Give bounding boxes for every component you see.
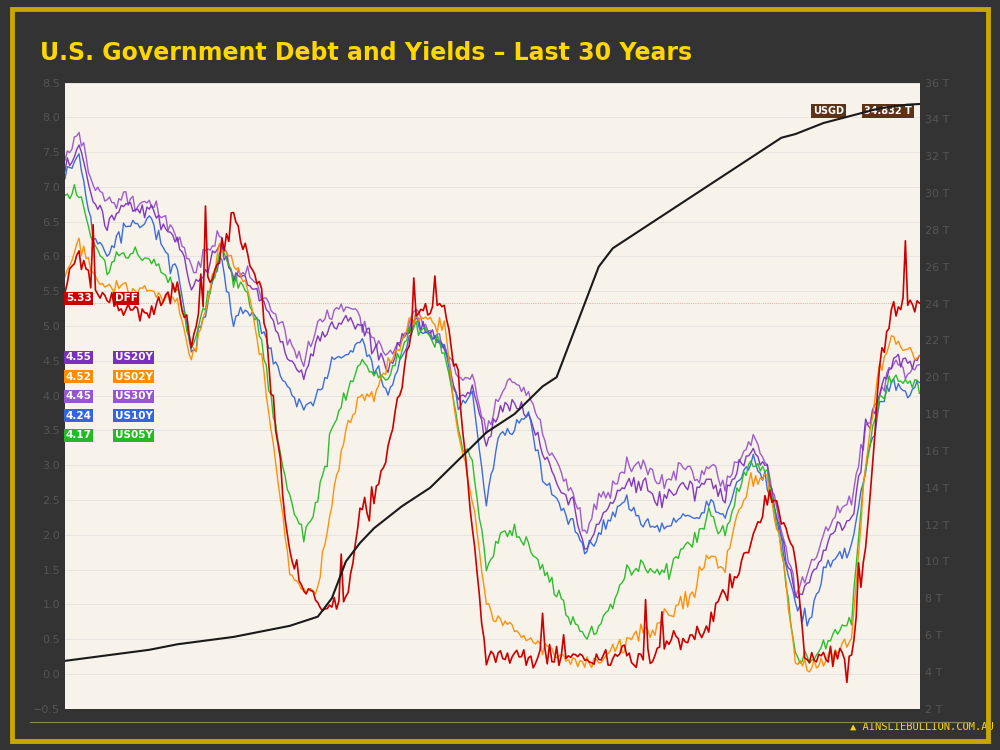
Text: US05Y: US05Y — [115, 430, 152, 440]
Text: U.S. Government Debt and Yields – Last 30 Years: U.S. Government Debt and Yields – Last 3… — [40, 41, 692, 65]
Text: 4.55: 4.55 — [66, 352, 92, 362]
Text: 4.17: 4.17 — [66, 430, 92, 440]
Text: US10Y: US10Y — [115, 411, 152, 421]
Text: USGD: USGD — [813, 106, 844, 116]
Text: US30Y: US30Y — [115, 392, 152, 401]
Text: 4.52: 4.52 — [66, 372, 92, 382]
Text: DFF: DFF — [115, 293, 137, 303]
Text: 4.45: 4.45 — [66, 392, 92, 401]
Text: 5.33: 5.33 — [66, 293, 92, 303]
Text: 4.24: 4.24 — [66, 411, 92, 421]
Text: 34.832 T: 34.832 T — [864, 106, 912, 116]
Text: US02Y: US02Y — [115, 372, 152, 382]
Text: US20Y: US20Y — [115, 352, 152, 362]
Text: ▲ AINSLIEBULLION.COM.AU: ▲ AINSLIEBULLION.COM.AU — [850, 722, 994, 732]
